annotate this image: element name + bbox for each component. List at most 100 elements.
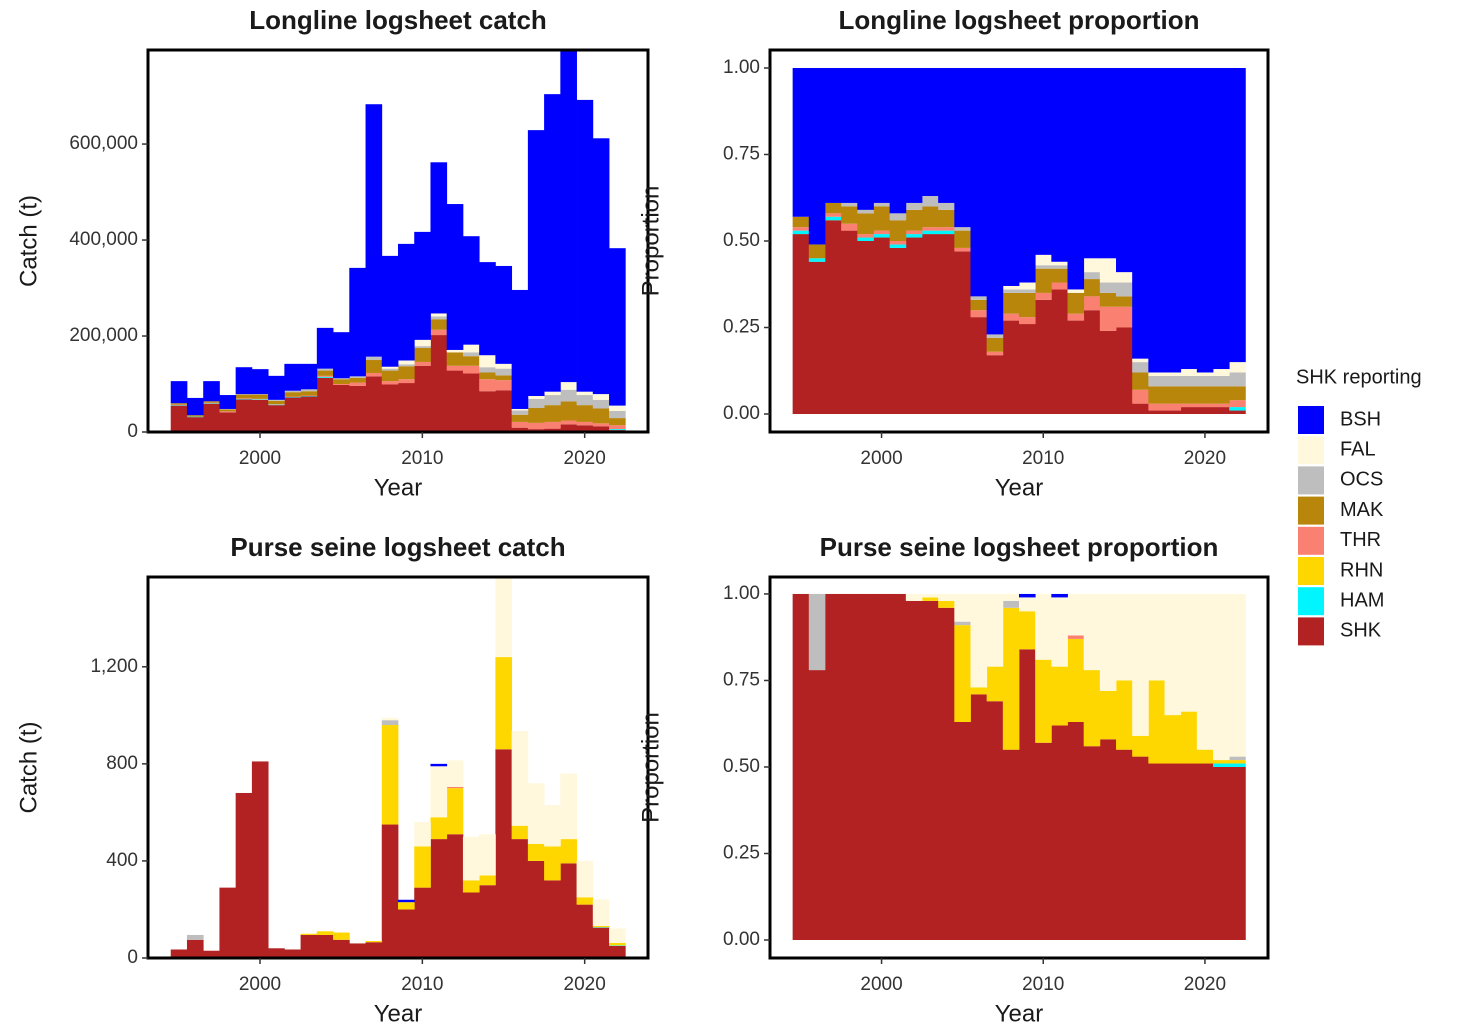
bar-segment bbox=[970, 694, 988, 941]
y-axis-title: Catch (t) bbox=[15, 721, 42, 813]
bar-segment bbox=[1019, 282, 1036, 290]
bar-segment bbox=[970, 687, 988, 695]
bar-segment bbox=[808, 244, 826, 259]
bar-segment bbox=[527, 396, 545, 399]
bar-segment bbox=[446, 204, 464, 350]
bar-segment bbox=[430, 162, 448, 314]
bar-segment bbox=[889, 244, 907, 248]
bar-segment bbox=[430, 316, 448, 320]
bar-segment bbox=[544, 428, 561, 432]
bar-segment bbox=[954, 625, 971, 722]
bar-segment bbox=[462, 880, 480, 893]
bar-segment bbox=[495, 380, 513, 391]
bar-segment bbox=[446, 834, 464, 958]
bar-segment bbox=[430, 313, 448, 317]
legend-label: OCS bbox=[1340, 469, 1383, 491]
bar-segment bbox=[349, 385, 366, 432]
bar-segment bbox=[170, 405, 188, 432]
bar-segment bbox=[235, 367, 253, 395]
bar-segment bbox=[808, 593, 826, 671]
bar-segment bbox=[609, 248, 626, 406]
bar-segment bbox=[938, 67, 955, 203]
bar-segment bbox=[592, 925, 610, 928]
bar-segment bbox=[365, 356, 383, 361]
bar-segment bbox=[1180, 407, 1198, 415]
bar-segment bbox=[1035, 254, 1052, 266]
bar-segment bbox=[560, 839, 577, 864]
bar-segment bbox=[1051, 597, 1068, 667]
bar-segment bbox=[938, 202, 955, 210]
bar-segment bbox=[544, 880, 561, 958]
bar-segment bbox=[527, 783, 545, 844]
x-axis-title: Year bbox=[374, 474, 423, 501]
bars bbox=[170, 577, 626, 958]
legend-key bbox=[1298, 557, 1324, 585]
bar-segment bbox=[1051, 261, 1068, 266]
bar-segment bbox=[462, 892, 480, 958]
bar-segment bbox=[1051, 725, 1068, 941]
bar-segment bbox=[792, 593, 810, 941]
bar-segment bbox=[1213, 403, 1230, 408]
bar-segment bbox=[560, 50, 577, 383]
bar-segment bbox=[560, 863, 577, 958]
bar-segment bbox=[1132, 756, 1149, 941]
bar-segment bbox=[592, 426, 610, 432]
bar-segment bbox=[446, 352, 464, 366]
bar-segment bbox=[365, 942, 383, 958]
bar-segment bbox=[462, 356, 480, 366]
bar-segment bbox=[1116, 749, 1133, 941]
bar-segment bbox=[857, 593, 874, 941]
bar-segment bbox=[1019, 611, 1036, 650]
bar-segment bbox=[1213, 375, 1230, 387]
bar-segment bbox=[300, 934, 318, 958]
bar-segment bbox=[1099, 67, 1117, 259]
bar-segment bbox=[544, 94, 561, 392]
bar-segment bbox=[1035, 742, 1052, 941]
bar-segment bbox=[495, 375, 513, 381]
bar-segment bbox=[414, 348, 431, 362]
legend-label: FAL bbox=[1340, 438, 1376, 460]
bar-segment bbox=[889, 213, 907, 221]
bar-segment bbox=[1067, 320, 1085, 415]
x-tick-label: 2020 bbox=[1184, 974, 1226, 995]
bar-segment bbox=[1002, 289, 1020, 293]
bar-segment bbox=[1148, 375, 1165, 387]
bar-segment bbox=[1019, 292, 1036, 318]
bar-segment bbox=[1035, 299, 1052, 415]
bar-segment bbox=[268, 948, 285, 958]
x-tick-label: 2010 bbox=[1022, 448, 1064, 469]
bar-segment bbox=[398, 902, 415, 910]
bar-segment bbox=[1051, 282, 1068, 290]
bar-segment bbox=[544, 405, 561, 422]
bar-segment bbox=[954, 247, 971, 252]
bar-segment bbox=[462, 236, 480, 345]
bar-segment bbox=[1196, 407, 1214, 415]
bar-segment bbox=[1180, 67, 1198, 370]
bar-segment bbox=[495, 265, 513, 364]
bar-segment bbox=[1116, 306, 1133, 328]
bar-segment bbox=[609, 410, 626, 419]
bar-segment bbox=[1051, 289, 1068, 415]
bar-segment bbox=[1164, 372, 1182, 376]
bars bbox=[792, 593, 1246, 941]
bar-segment bbox=[1067, 67, 1085, 290]
legend-key bbox=[1298, 436, 1324, 465]
legend-key bbox=[1298, 496, 1324, 525]
bar-segment bbox=[203, 401, 220, 403]
bar-segment bbox=[841, 230, 858, 415]
legend-label: THR bbox=[1340, 529, 1381, 551]
bar-segment bbox=[235, 399, 253, 432]
bar-segment bbox=[824, 220, 842, 415]
bar-segment bbox=[479, 372, 496, 380]
bar-segment bbox=[365, 360, 383, 373]
bar-segment bbox=[349, 267, 366, 377]
bar-segment bbox=[1002, 600, 1020, 608]
x-axis-title: Year bbox=[995, 474, 1044, 501]
bar-segment bbox=[414, 887, 431, 958]
bar-segment bbox=[1148, 67, 1165, 373]
bar-segment bbox=[1116, 680, 1133, 750]
bar-segment bbox=[889, 241, 907, 245]
bar-segment bbox=[186, 417, 204, 432]
bar-segment bbox=[938, 209, 955, 228]
bar-segment bbox=[1083, 310, 1101, 415]
